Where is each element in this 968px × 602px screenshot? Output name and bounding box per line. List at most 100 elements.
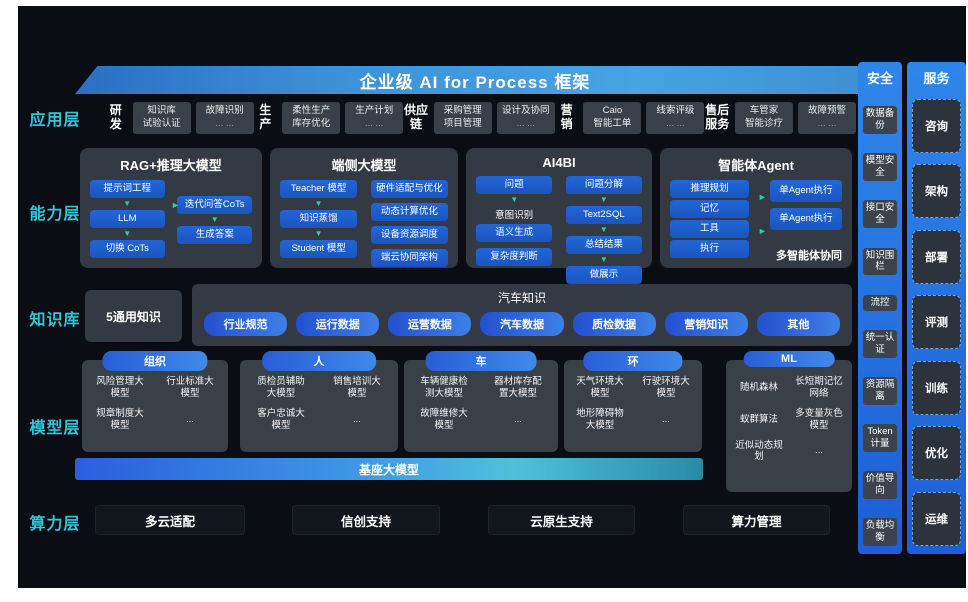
app-item-box: 知识库 试验认证 [132, 102, 191, 134]
app-item-box: 生产计划 ... ... [345, 102, 404, 134]
rag-step-switch-cots: 切换 CoTs [90, 239, 165, 258]
app-item: 生产计划 [355, 105, 394, 117]
security-item-knowledge-guardrail: 知识围栏 [863, 247, 897, 276]
ai4bi-complexity-judgment: 复杂度判断 [476, 247, 553, 266]
security-item-resource-isolation: 资源隔离 [863, 376, 897, 405]
app-item: 项目管理 [443, 118, 482, 129]
security-item-token-metering: Token计量 [863, 424, 897, 452]
rag-step-iterative-cots: 迭代问答CoTs [177, 196, 252, 214]
capability-box-ai4bi: AI4BI 问题 ▼ 意图识别 语义生成 复杂度判断 问题分解 ▼ Text2S… [466, 148, 652, 284]
model-item: 多变量灰色模型 [795, 407, 843, 431]
app-item: Caio [602, 105, 623, 117]
capability-box-title: 智能体Agent [718, 158, 794, 173]
app-item-box: 线索评级 ... ... [646, 102, 705, 134]
model-item: 随机森林 [739, 381, 778, 393]
knowledge-general-box: 5通用知识 [85, 290, 182, 342]
ai4bi-question-decompose: 问题分解 [565, 176, 642, 194]
security-item-load-balancing: 负载均衡 [863, 518, 897, 546]
knowledge-pill-vehicle-data: 汽车数据 [480, 312, 564, 336]
app-item-box: 采购管理 项目管理 [433, 102, 492, 134]
knowledge-pill-marketing-knowledge: 营销知识 [664, 312, 748, 336]
knowledge-pill-quality-data: 质检数据 [572, 312, 656, 336]
app-group-label: 生产 [259, 103, 272, 131]
app-group-after-sales: 售后服务 车管家 智能诊疗 故障预警 ... ... [704, 102, 857, 134]
model-item: 规章制度大模型 [96, 407, 144, 431]
ai4bi-question: 问题 [476, 176, 553, 194]
compute-box-compute-management: 算力管理 [683, 505, 830, 535]
app-item-ellipsis: ... ... [516, 118, 536, 129]
agent-planning: 推理规划 [670, 180, 750, 198]
app-group-label: 售后服务 [705, 103, 730, 131]
capability-box-edge-model: 端侧大模型 Teacher 模型 ▼ 知识蒸馏 ▼ Student 模型 硬件适… [270, 148, 458, 268]
model-item: 器材库存配置大模型 [494, 376, 542, 399]
model-item: 车辆健康检测大模型 [420, 376, 468, 399]
arrow-down-icon: ▼ [510, 194, 519, 204]
security-item-api-security: 接口安全 [863, 200, 897, 229]
arrow-down-icon: ▼ [123, 228, 132, 238]
model-item: 故障维修大模型 [420, 407, 468, 431]
services-rail: 服务 咨询 架构 部署 评测 训练 优化 运维 [907, 62, 966, 554]
compute-box-xinchuang: 信创支持 [292, 505, 440, 535]
app-item: 设计及协同 [502, 105, 550, 117]
app-item: 库存优化 [292, 118, 331, 129]
model-item: 蚁群算法 [739, 413, 778, 425]
app-group-rnd: 研发 知识库 试验认证 故障识别 ... ... [104, 102, 254, 134]
arrow-down-icon: ▼ [123, 198, 132, 208]
edge-capability-resource-scheduling: 设备资源调度 [370, 225, 448, 244]
agent-single-exec-2: 单Agent执行 [769, 207, 842, 230]
arrow-down-icon: ▼ [210, 214, 219, 224]
foundation-model-bar: 基座大模型 [75, 458, 703, 480]
services-rail-header: 服务 [923, 71, 950, 86]
app-item: 柔性生产 [292, 105, 331, 117]
app-item-ellipsis: ... ... [817, 118, 837, 129]
edge-capability-dynamic-compute: 动态计算优化 [370, 202, 448, 221]
app-item: 智能诊疗 [745, 118, 784, 129]
model-group-environment: 环 天气环境大模型 行驶环境大模型 地形障碍物大模型 ... [564, 351, 702, 452]
app-group-label: 研发 [109, 103, 122, 131]
arrow-down-icon: ▼ [599, 194, 608, 204]
app-item-ellipsis: ... ... [215, 118, 234, 129]
model-group-header: 环 [583, 351, 683, 371]
model-item: 天气环境大模型 [576, 376, 624, 399]
app-group-supply-chain: 供应链 采购管理 项目管理 设计及协同 ... ... [403, 102, 555, 134]
model-item: 销售培训大模型 [333, 376, 381, 399]
framework-title: 企业级 AI for Process 框架 [359, 72, 591, 92]
agent-multi-agent-label: 多智能体协同 [776, 250, 842, 262]
ai4bi-text2sql: Text2SQL [565, 205, 642, 224]
service-item-consulting: 咨询 [912, 98, 961, 153]
app-group-marketing: 营销 Caio 智能工单 线索评级 ... ... [555, 102, 705, 134]
model-item: 长短期记忆网络 [795, 376, 843, 399]
rag-step-llm: LLM [90, 209, 165, 228]
security-rail: 安全 数据备份 模型安全 接口安全 知识围栏 流控 统一认证 资源隔离 Toke… [858, 62, 902, 554]
layer-label-model: 模型层 [29, 420, 81, 437]
security-item-value-orientation: 价值导向 [863, 471, 897, 499]
app-item: 线索评级 [656, 105, 695, 117]
service-item-deployment: 部署 [912, 229, 961, 284]
ai4bi-intent-recognition: 意图识别 [495, 209, 534, 221]
app-item: 试验认证 [142, 118, 181, 129]
ai4bi-summarize: 总结结果 [565, 235, 642, 254]
model-item: 客户忠诚大模型 [257, 407, 305, 431]
knowledge-pill-industry-standards: 行业规范 [204, 312, 288, 336]
compute-box-cloud-native: 云原生支持 [488, 505, 635, 535]
layer-label-compute: 算力层 [29, 516, 81, 533]
framework-title-banner: 企业级 AI for Process 框架 [75, 66, 875, 94]
model-item: 近似动态规划 [735, 439, 783, 463]
model-group-people: 人 质检员辅助大模型 销售培训大模型 客户忠诚大模型 ... [240, 351, 398, 452]
model-group-header: 组织 [102, 351, 208, 371]
security-item-unified-auth: 统一认证 [863, 329, 897, 358]
arrow-right-icon: ► [171, 200, 180, 210]
app-item: 知识库 [147, 105, 176, 117]
service-item-optimization: 优化 [912, 426, 961, 481]
app-item-box: 设计及协同 ... ... [496, 102, 555, 134]
arrow-right-icon: ► [757, 192, 767, 202]
app-item: 故障预警 [808, 105, 847, 117]
model-item: 风险管理大模型 [96, 376, 144, 399]
model-group-organization: 组织 风险管理大模型 行业标准大模型 规章制度大模型 ... [82, 351, 228, 452]
model-group-header: 车 [425, 351, 537, 371]
layer-label-knowledge: 知识库 [29, 312, 81, 329]
service-item-architecture: 架构 [912, 164, 961, 219]
app-group-label: 供应链 [404, 103, 429, 131]
edge-step-teacher: Teacher 模型 [280, 180, 358, 198]
